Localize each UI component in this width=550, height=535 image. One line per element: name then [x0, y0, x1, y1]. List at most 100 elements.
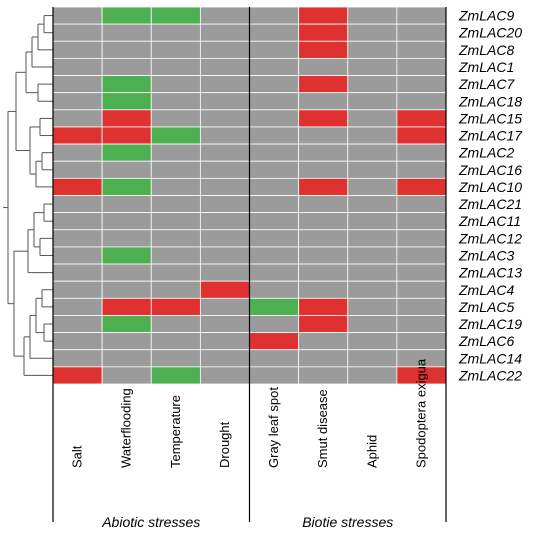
- heatmap-cell: [249, 126, 300, 145]
- heatmap-cell: [199, 297, 250, 316]
- heatmap-cell: [199, 332, 250, 351]
- heatmap-cell: [249, 246, 300, 265]
- row-label: ZmLAC2: [458, 145, 514, 161]
- heatmap-cell: [347, 246, 398, 265]
- column-label: Aphid: [364, 435, 379, 468]
- heatmap-cell: [396, 160, 447, 179]
- heatmap-cell: [298, 92, 349, 111]
- heatmap-cell: [249, 6, 300, 25]
- heatmap-cell: [347, 23, 398, 42]
- heatmap-cell: [347, 92, 398, 111]
- heatmap-cell: [298, 143, 349, 162]
- heatmap-cell: [347, 75, 398, 94]
- heatmap-cell: [298, 177, 349, 196]
- heatmap-cell: [396, 195, 447, 214]
- heatmap-cell: [298, 263, 349, 282]
- heatmap-cell: [199, 280, 250, 299]
- heatmap-cell: [52, 280, 103, 299]
- heatmap-cell: [396, 280, 447, 299]
- column-label: Salt: [70, 445, 85, 468]
- heatmap-cell: [347, 143, 398, 162]
- row-label: ZmLAC11: [458, 213, 521, 229]
- row-label: ZmLAC6: [458, 333, 514, 349]
- row-label: ZmLAC15: [458, 110, 522, 126]
- heatmap-cell: [249, 297, 300, 316]
- column-label: Temperature: [168, 395, 183, 468]
- row-label: ZmLAC1: [458, 59, 514, 75]
- heatmap-cell: [199, 58, 250, 76]
- heatmap-cell: [298, 40, 349, 59]
- heatmap-cell: [396, 6, 447, 25]
- heatmap-cell: [396, 143, 447, 162]
- heatmap-cell: [347, 229, 398, 248]
- heatmap-cell: [249, 109, 300, 128]
- row-label: ZmLAC3: [458, 247, 514, 263]
- row-label: ZmLAC8: [458, 42, 514, 58]
- heatmap-cell: [249, 160, 300, 179]
- heatmap-cell: [298, 246, 349, 265]
- heatmap-cell: [150, 126, 201, 145]
- heatmap-cell: [199, 92, 250, 111]
- heatmap-cell: [101, 92, 152, 111]
- row-label: ZmLAC18: [458, 93, 522, 109]
- heatmap-cell: [249, 75, 300, 94]
- heatmap-cell: [298, 6, 349, 25]
- column-labels: Salt Waterflooding Temperature Drought Gray …: [70, 358, 429, 468]
- heatmap-cell: [52, 315, 103, 333]
- heatmap-cell: [101, 315, 152, 333]
- heatmap-cell: [396, 126, 447, 145]
- heatmap-cell: [298, 75, 349, 94]
- heatmap-cell: [150, 349, 201, 368]
- heatmap-cell: [52, 349, 103, 368]
- heatmap-cell: [101, 195, 152, 214]
- heatmap-cell: [101, 126, 152, 145]
- heatmap-cell: [298, 126, 349, 145]
- heatmap-cell: [347, 349, 398, 368]
- heatmap-cell: [396, 109, 447, 128]
- heatmap-cell: [347, 160, 398, 179]
- heatmap-cell: [52, 297, 103, 316]
- heatmap-cell: [101, 229, 152, 248]
- heatmap-cell: [101, 58, 152, 76]
- heatmap-cell: [199, 246, 250, 265]
- heatmap-cell: [298, 297, 349, 316]
- heatmap-cell: [249, 143, 300, 162]
- heatmap-cell: [52, 263, 103, 282]
- column-label: Waterflooding: [119, 388, 134, 468]
- row-labels: ZmLAC9ZmLAC20ZmLAC8ZmLAC1ZmLAC7ZmLAC18Zm…: [458, 8, 523, 384]
- heatmap-cell: [347, 366, 398, 385]
- heatmap-cell: [150, 195, 201, 214]
- heatmap-cell: [347, 126, 398, 145]
- column-label: Gray leaf spot: [266, 387, 281, 468]
- heatmap-cell: [298, 160, 349, 179]
- row-label: ZmLAC19: [458, 316, 522, 332]
- heatmap-cell: [150, 263, 201, 282]
- row-label: ZmLAC22: [458, 367, 522, 383]
- heatmap-cell: [52, 332, 103, 351]
- heatmap-cell: [249, 229, 300, 248]
- heatmap-cell: [298, 349, 349, 368]
- heatmap-cell: [199, 263, 250, 282]
- heatmap-cell: [52, 246, 103, 265]
- heatmap-cell: [101, 246, 152, 265]
- heatmap-cell: [396, 58, 447, 76]
- row-label: ZmLAC21: [458, 196, 522, 212]
- column-label: Smut disease: [315, 389, 330, 468]
- heatmap-cell: [101, 263, 152, 282]
- row-label: ZmLAC16: [458, 162, 522, 178]
- heatmap-cell: [199, 229, 250, 248]
- heatmap-cell: [249, 195, 300, 214]
- heatmap-cell: [52, 109, 103, 128]
- heatmap-cell: [396, 315, 447, 333]
- heatmap-cell: [199, 40, 250, 59]
- heatmap-cell: [249, 177, 300, 196]
- heatmap-cell: [52, 126, 103, 145]
- heatmap-cell: [347, 40, 398, 59]
- heatmap-cell: [199, 109, 250, 128]
- heatmap-cell: [249, 280, 300, 299]
- heatmap-cell: [101, 332, 152, 351]
- heatmap-cell: [249, 212, 300, 231]
- heatmap-cell: [298, 58, 349, 76]
- heatmap-cell: [249, 332, 300, 351]
- row-label: ZmLAC9: [458, 8, 514, 24]
